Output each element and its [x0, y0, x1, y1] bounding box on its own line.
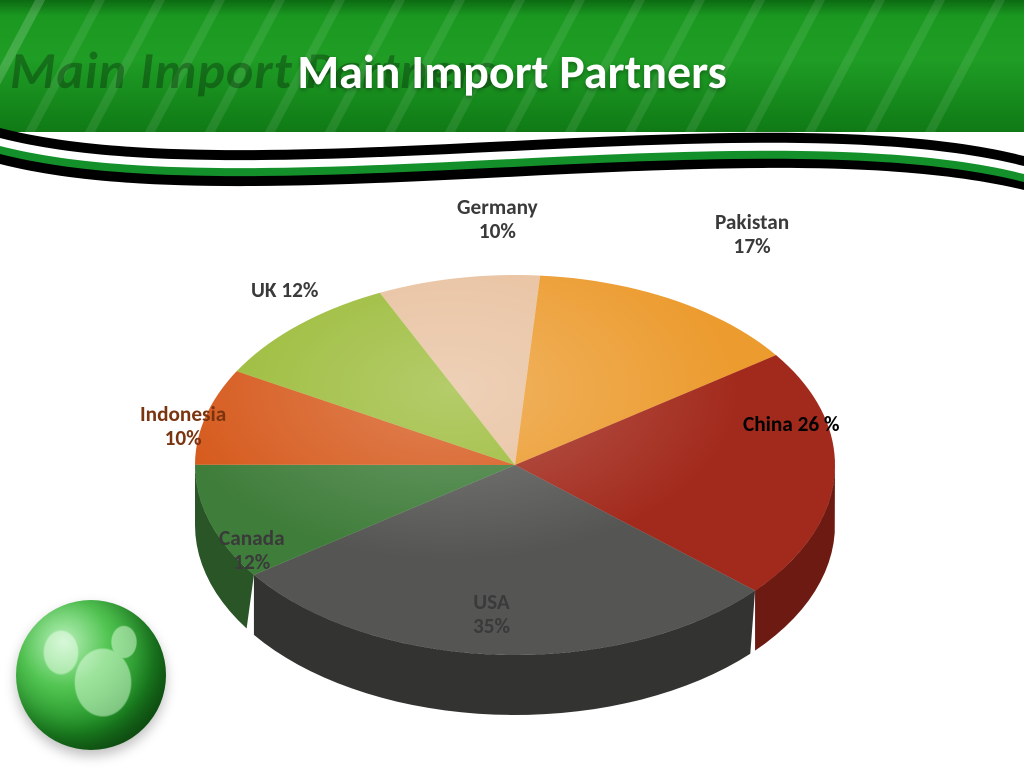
label-uk-line0: UK 12%: [251, 278, 318, 302]
label-indonesia-line1: 10%: [140, 426, 226, 450]
label-germany: Germany10%: [457, 195, 538, 244]
label-germany-line1: 10%: [457, 219, 538, 243]
label-canada-line0: Canada: [219, 526, 285, 550]
label-pakistan: Pakistan17%: [715, 210, 789, 259]
label-germany-line0: Germany: [457, 195, 538, 219]
label-usa-line0: USA: [473, 590, 510, 614]
page-title: Main Import Partners: [0, 42, 1024, 101]
label-usa-line1: 35%: [473, 614, 510, 638]
label-pakistan-line1: 17%: [715, 234, 789, 258]
label-china: China 26 %: [743, 412, 839, 436]
pie-svg: [155, 240, 875, 720]
header-band: Main Import Partners Main Import Partner…: [0, 0, 1024, 132]
globe-icon: [16, 600, 166, 750]
pie-chart: Germany10%Pakistan17%China 26 %USA35%Can…: [155, 240, 875, 720]
label-indonesia: Indonesia10%: [140, 402, 226, 451]
label-canada-line1: 12%: [219, 550, 285, 574]
label-pakistan-line0: Pakistan: [715, 210, 789, 234]
label-uk: UK 12%: [251, 278, 318, 302]
header-swoosh: [0, 120, 1024, 190]
label-usa: USA35%: [473, 590, 510, 639]
label-china-line0: China 26 %: [743, 412, 839, 436]
label-canada: Canada12%: [219, 526, 285, 575]
label-indonesia-line0: Indonesia: [140, 402, 226, 426]
